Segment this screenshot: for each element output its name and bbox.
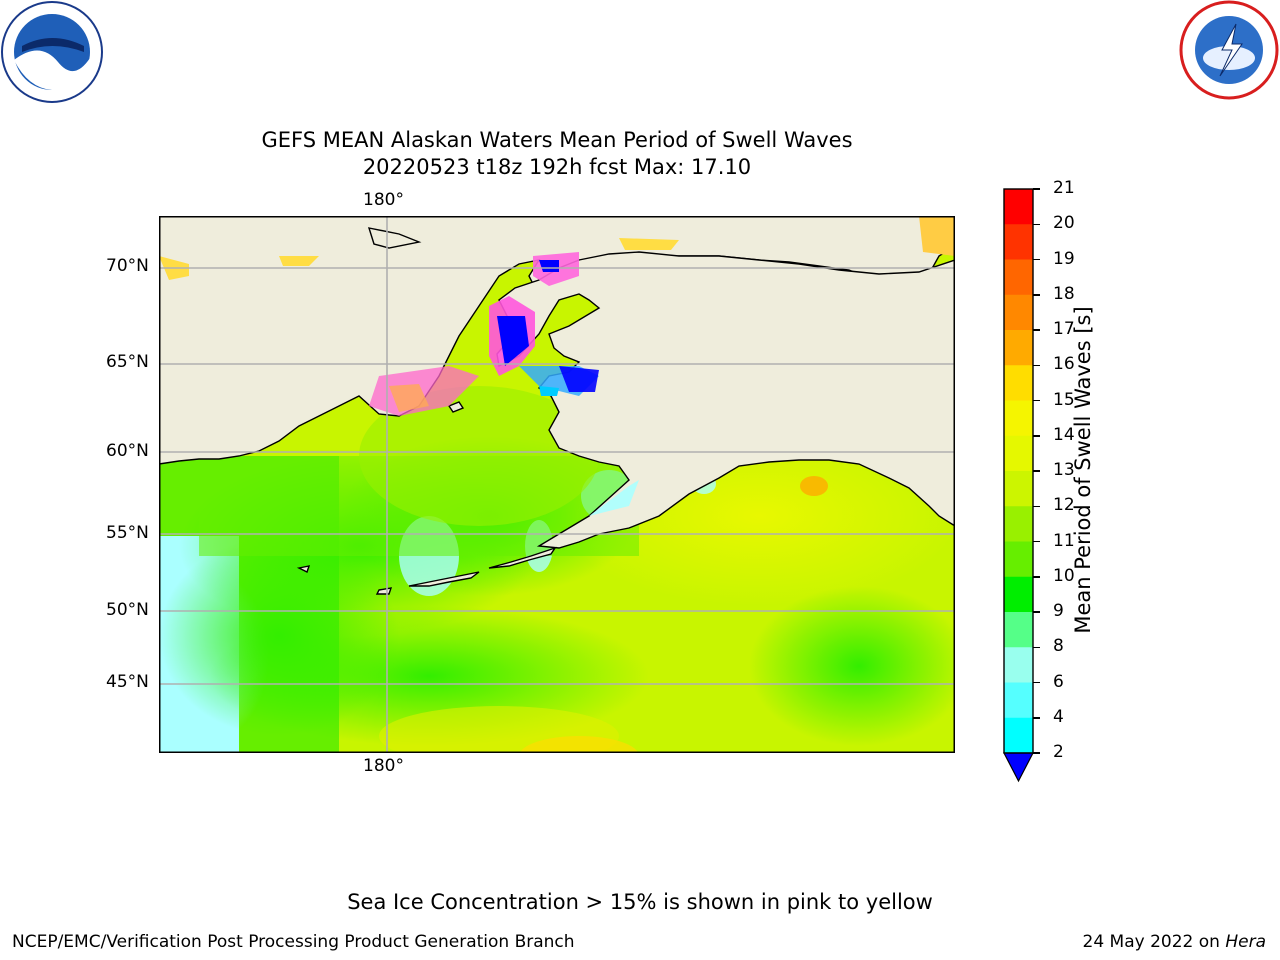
colorbar-tick-label: 15 — [1053, 389, 1075, 410]
shelf-shading — [589, 480, 639, 516]
colorbar-tick-label: 16 — [1053, 354, 1075, 375]
lat-label-45: 45°N — [106, 672, 149, 692]
colorbar-band — [1004, 576, 1033, 613]
colorbar-tick-label: 17 — [1053, 319, 1075, 339]
lat-label-60: 60°N — [106, 441, 149, 461]
colorbar-tick-label: 2 — [1053, 742, 1064, 762]
colorbar-band — [1004, 717, 1033, 754]
noaa-logo — [0, 0, 104, 104]
colorbar-tick-label: 13 — [1053, 460, 1075, 480]
colorbar-extend-triangle — [1003, 752, 1034, 783]
date-value: 24 May 2022 on — [1082, 932, 1226, 952]
lat-label-50: 50°N — [106, 600, 149, 620]
colorbar-tick-label: 11 — [1053, 530, 1075, 551]
colorbar-tick-mark — [1033, 540, 1040, 543]
colorbar-tick-label: 4 — [1053, 706, 1064, 727]
colorbar-band — [1004, 682, 1033, 719]
colorbar-band — [1004, 259, 1033, 296]
colorbar-tick-mark — [1033, 646, 1040, 648]
lat-label-70: 70°N — [106, 256, 149, 276]
colorbar-band — [1004, 612, 1033, 648]
colorbar — [1003, 188, 1034, 783]
colorbar-tick-label: 14 — [1053, 424, 1075, 445]
colorbar-tick-label: 12 — [1053, 495, 1075, 516]
colorbar-tick-mark — [1033, 576, 1040, 578]
colorbar-tick-label: 8 — [1053, 636, 1064, 657]
date-text: 24 May 2022 on Hera — [1083, 932, 1267, 952]
map-frame — [159, 216, 955, 753]
colorbar-band — [1004, 647, 1033, 683]
chart-subtitle: 20220523 t18z 192h fcst Max: 17.10 — [362, 155, 752, 179]
colorbar-tick-mark — [1033, 505, 1040, 507]
colorbar-band — [1004, 224, 1033, 260]
colorbar-tick-mark — [1033, 294, 1040, 296]
colorbar-tick-mark — [1033, 681, 1040, 684]
colorbar-tick-label: 20 — [1053, 213, 1075, 234]
nws-logo — [1178, 0, 1280, 100]
colorbar-band — [1004, 471, 1033, 507]
colorbar-tick-label: 6 — [1053, 671, 1064, 692]
colorbar-tick-mark — [1033, 435, 1040, 437]
lon-label-top: 180° — [363, 190, 404, 210]
colorbar-tick-label: 9 — [1053, 601, 1064, 621]
colorbar-tick-label: 18 — [1053, 283, 1075, 304]
graticule — [159, 216, 955, 753]
colorbar-tick-mark — [1033, 611, 1040, 613]
colorbar-tick-mark — [1033, 188, 1040, 190]
credit-text: NCEP/EMC/Verification Post Processing Pr… — [12, 932, 575, 952]
colorbar-band — [1004, 365, 1033, 401]
colorbar-tick-label: 19 — [1053, 248, 1075, 269]
colorbar-band — [1004, 189, 1033, 225]
colorbar-tick-mark — [1033, 364, 1040, 366]
lon-label-bottom: 180° — [363, 756, 404, 776]
colorbar-band — [1004, 506, 1033, 542]
colorbar-tick-mark — [1033, 717, 1040, 719]
colorbar-tick-mark — [1033, 329, 1040, 331]
colorbar-tick-label: 21 — [1053, 178, 1075, 198]
colorbar-band — [1004, 435, 1033, 472]
colorbar-band — [1004, 541, 1033, 578]
colorbar-band — [1004, 330, 1033, 366]
sea-ice — [159, 216, 955, 416]
colorbar-tick-label: 10 — [1053, 565, 1075, 586]
lat-label-65: 65°N — [106, 352, 149, 372]
chart-title: GEFS MEAN Alaskan Waters Mean Period of … — [261, 128, 853, 152]
colorbar-band — [1004, 294, 1033, 331]
lat-label-55: 55°N — [106, 523, 149, 543]
colorbar-band — [1004, 400, 1033, 437]
colorbar-tick-mark — [1033, 399, 1040, 402]
colorbar-tick-mark — [1033, 258, 1040, 261]
colorbar-tick-mark — [1033, 223, 1040, 225]
colorbar-tick-mark — [1033, 470, 1040, 472]
colorbar-label: Mean Period of Swell Waves [s] — [1071, 306, 1095, 634]
swell-period-map — [159, 216, 955, 753]
sea-ice-note: Sea Ice Concentration > 15% is shown in … — [347, 890, 933, 914]
colorbar-tick-mark — [1033, 752, 1040, 754]
machine-name: Hera — [1225, 932, 1266, 952]
islands — [296, 227, 557, 595]
